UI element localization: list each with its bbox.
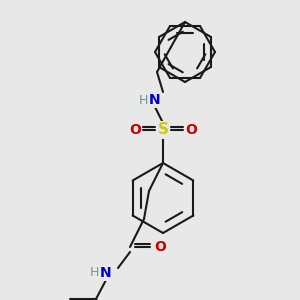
- Text: S: S: [158, 122, 169, 137]
- Text: O: O: [154, 240, 166, 254]
- Text: H: H: [138, 94, 148, 106]
- Text: N: N: [149, 93, 161, 107]
- Text: N: N: [100, 266, 112, 280]
- Text: O: O: [185, 123, 197, 137]
- Text: H: H: [89, 266, 99, 280]
- Text: O: O: [129, 123, 141, 137]
